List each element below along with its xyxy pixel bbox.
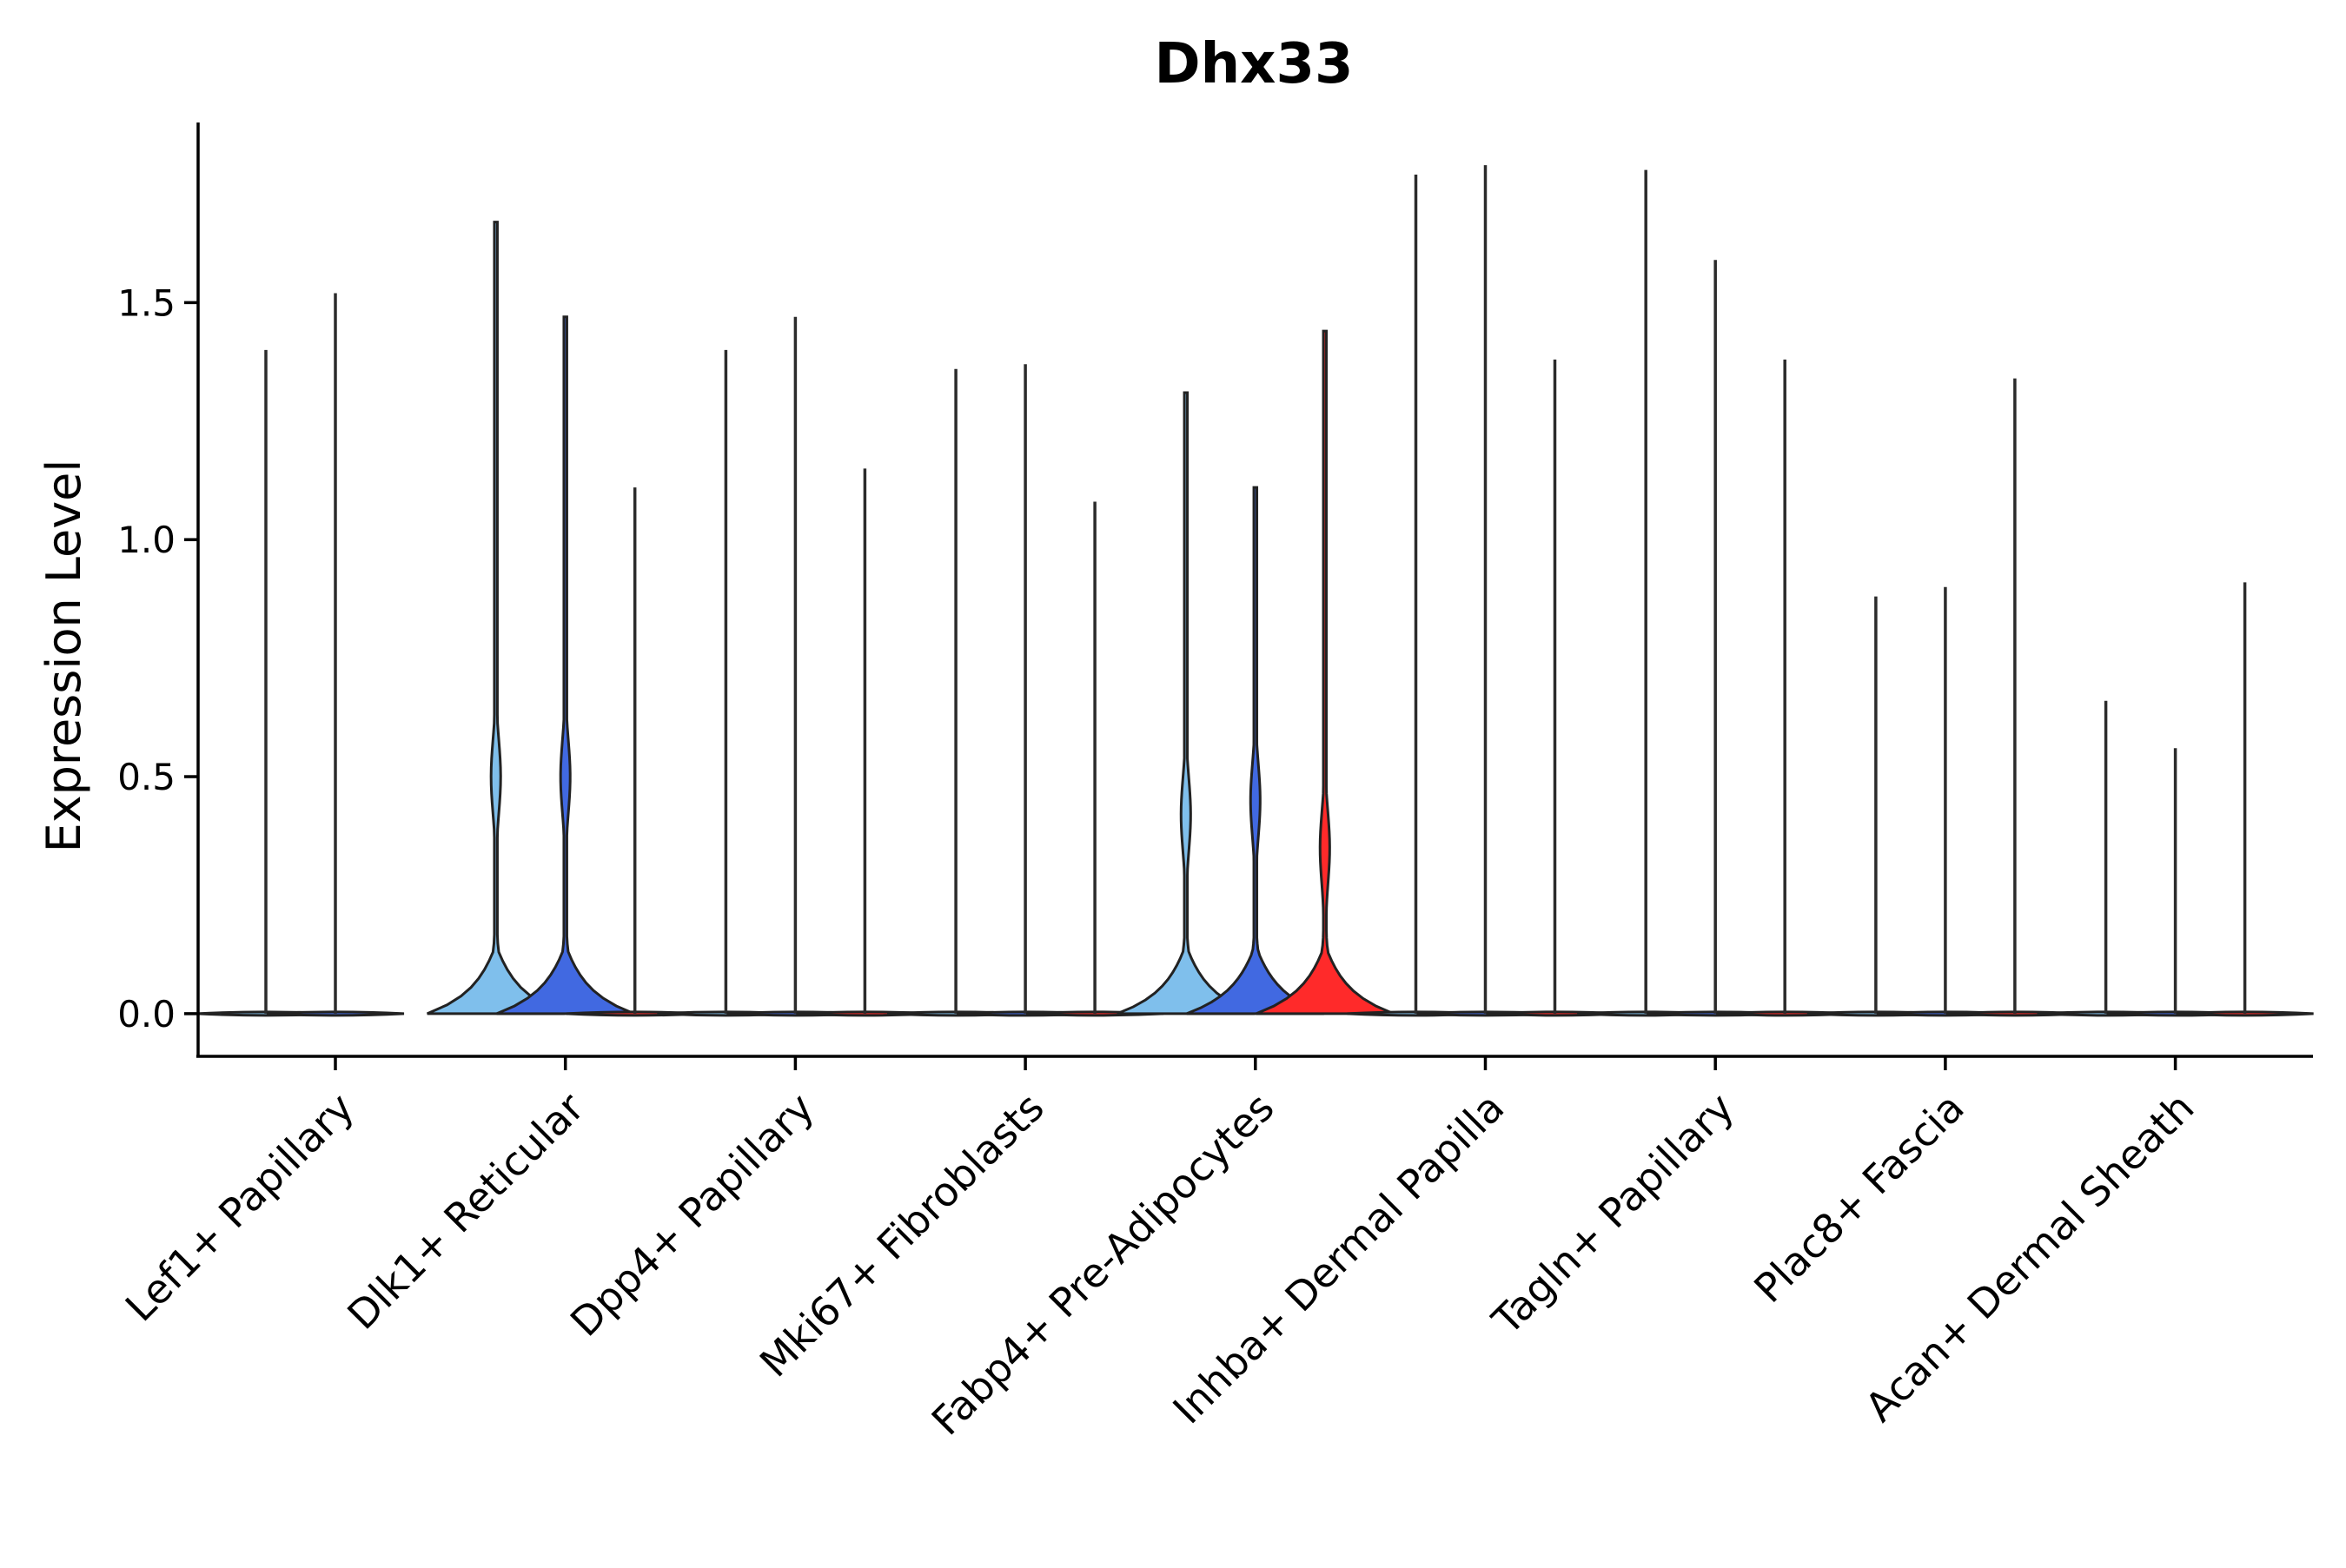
y-tick-label: 1.5 (117, 281, 176, 324)
violin-0 (427, 221, 566, 1016)
x-tick-label: Lef1+ Papillary (116, 1084, 363, 1331)
violin-2 (1256, 329, 1395, 1016)
x-tick-label: Dpp4+ Papillary (561, 1084, 823, 1346)
x-tick-label: Tagln+ Papillary (1482, 1084, 1743, 1345)
y-tick-label: 0.0 (117, 993, 176, 1035)
y-tick-label: 1.0 (117, 519, 176, 561)
violin-2 (2176, 1010, 2314, 1017)
x-tick-label: Dlk1+ Reticular (338, 1084, 593, 1339)
x-tick-label: Plac8+ Fascia (1745, 1084, 1972, 1312)
violin-0 (1117, 391, 1256, 1016)
y-tick-label: 0.5 (117, 756, 176, 798)
violin-layer (196, 165, 2314, 1017)
violin-1 (1186, 486, 1325, 1016)
violin-1 (496, 315, 635, 1016)
y-ticks: 0.0 0.5 1.0 1.5 (117, 281, 198, 1035)
chart-title: Dhx33 (1154, 32, 1353, 96)
violin-1 (266, 1010, 405, 1017)
y-axis-label: Expression Level (36, 460, 91, 853)
